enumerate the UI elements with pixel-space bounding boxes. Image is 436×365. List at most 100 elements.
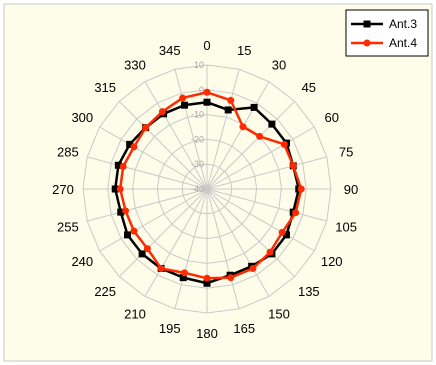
series-0-point (111, 185, 119, 193)
grid-spoke-195 (174, 188, 208, 309)
grid-spoke-75 (206, 156, 327, 190)
legend-marker-ant4 (363, 39, 371, 47)
grid-spoke-60 (206, 126, 315, 190)
series-0-point (282, 231, 290, 239)
radial-tick-label: -30 (191, 159, 204, 169)
radial-tick-label: -40 (191, 184, 204, 194)
series-1-point (249, 264, 257, 272)
angle-tick-label: 345 (159, 43, 181, 58)
series-1-point (227, 274, 235, 282)
angle-tick-label: 285 (57, 145, 79, 160)
series-0-point (203, 98, 211, 106)
series-1-point (278, 228, 286, 236)
legend-marker-ant3 (363, 20, 371, 28)
angle-tick-label: 120 (321, 254, 343, 269)
series-1-point (181, 269, 189, 277)
radial-tick-label: 0 (199, 85, 204, 95)
legend-label-ant4: Ant.4 (389, 36, 417, 50)
grid-spoke-120 (206, 188, 315, 252)
angle-tick-label: 90 (344, 182, 358, 197)
radial-tick-label: 10 (194, 60, 204, 70)
series-1-point (130, 227, 138, 235)
series-0-point (268, 120, 276, 128)
angle-tick-label: 45 (302, 80, 316, 95)
legend: Ant.3 Ant.4 (345, 9, 429, 57)
angle-tick-label: 240 (71, 254, 93, 269)
legend-box (345, 9, 429, 57)
series-1-point (203, 88, 211, 96)
radar-grid (82, 64, 332, 314)
radial-tick-label: -10 (191, 110, 204, 120)
angle-tick-label: 135 (298, 284, 320, 299)
angle-tick-label: 165 (233, 321, 255, 336)
series-1-point (227, 96, 235, 104)
series-1-point (122, 207, 130, 215)
grid-spoke-285 (87, 156, 208, 190)
angle-tick-label: 315 (94, 80, 116, 95)
series-1-point (297, 185, 305, 193)
series-1-point (116, 185, 124, 193)
grid-spoke-330 (144, 81, 208, 190)
series-group (111, 88, 305, 287)
angle-tick-label: 225 (94, 284, 116, 299)
series-1-point (203, 274, 211, 282)
series-1-point (289, 162, 297, 170)
grid-spoke-105 (206, 188, 327, 222)
grid-spoke-45 (206, 100, 296, 190)
series-1-point (280, 140, 288, 148)
angle-tick-label: 150 (268, 307, 290, 322)
angle-tick-label: 330 (124, 57, 146, 72)
grid-spoke-30 (206, 81, 270, 190)
series-1-point (292, 209, 300, 217)
series-1-point (143, 245, 151, 253)
grid-spoke-135 (206, 188, 296, 278)
series-0-point (181, 101, 189, 109)
angle-tick-label: 210 (124, 307, 146, 322)
series-1-point (239, 123, 247, 131)
series-0-point (117, 208, 125, 216)
grid-spoke-345 (174, 69, 208, 190)
series-1-point (157, 264, 165, 272)
series-1-point (256, 132, 264, 140)
grid-spoke-150 (206, 188, 270, 297)
angle-tick-label: 255 (57, 219, 79, 234)
series-0-point (250, 103, 258, 111)
angle-tick-label: 75 (339, 145, 353, 160)
grid-spoke-240 (99, 188, 208, 252)
grid-spoke-315 (118, 100, 208, 190)
series-0-point (124, 231, 132, 239)
series-0-point (179, 274, 187, 282)
angle-tick-label: 180 (196, 326, 218, 341)
grid-spoke-225 (118, 188, 208, 278)
radial-tick-label: -20 (191, 134, 204, 144)
angle-tick-label: 300 (71, 110, 93, 125)
grid-spoke-165 (206, 188, 240, 309)
series-0-point (138, 250, 146, 258)
angle-tick-label: 60 (324, 110, 338, 125)
series-1-point (179, 94, 187, 102)
series-0-point (224, 106, 232, 114)
grid-spoke-210 (144, 188, 208, 297)
series-0-point (126, 140, 134, 148)
angle-tick-label: 15 (237, 43, 251, 58)
angle-tick-label: 270 (52, 182, 74, 197)
series-0-point (203, 279, 211, 287)
angle-tick-label: 105 (335, 219, 357, 234)
series-1-point (119, 163, 127, 171)
series-0-point (114, 161, 122, 169)
grid-spoke-255 (87, 188, 208, 222)
radial-tick-labels: 10 0 -10 -20 -30 -40 (191, 60, 204, 194)
series-1-point (142, 124, 150, 132)
angle-tick-label: 30 (272, 57, 286, 72)
series-1-point (130, 143, 138, 151)
legend-label-ant3: Ant.3 (389, 17, 417, 31)
angle-tick-label: 195 (159, 321, 181, 336)
angle-tick-label: 0 (203, 38, 210, 53)
grid-spoke-15 (206, 69, 240, 190)
series-1-point (158, 108, 166, 116)
series-1-point (266, 248, 274, 256)
grid-spoke-300 (99, 126, 208, 190)
